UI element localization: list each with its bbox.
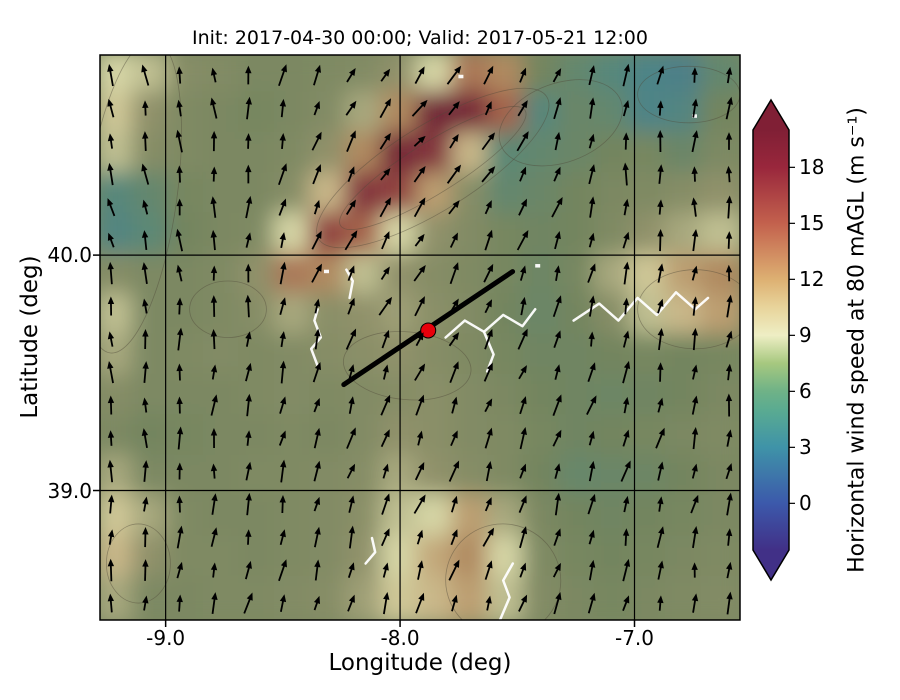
colorbar-extend-max bbox=[753, 100, 789, 130]
colorbar-tick-label: 12 bbox=[799, 267, 825, 292]
x-tick-label: -9.0 bbox=[146, 626, 186, 650]
plot-title: Init: 2017-04-30 00:00; Valid: 2017-05-2… bbox=[192, 27, 648, 49]
wind-arrows bbox=[107, 63, 733, 615]
y-tick-label: 40.0 bbox=[47, 243, 92, 268]
colorbar-tick-label: 0 bbox=[799, 491, 812, 516]
y-axis-label: Latitude (deg) bbox=[17, 255, 43, 419]
rivers bbox=[309, 74, 710, 620]
plot-frame bbox=[99, 54, 741, 621]
axis-ticks bbox=[93, 254, 636, 627]
colorbar-tick-label: 3 bbox=[799, 435, 812, 460]
colorbar-tick-label: 15 bbox=[799, 211, 825, 236]
x-tick-label: -8.0 bbox=[380, 626, 420, 650]
colorbar bbox=[752, 98, 795, 582]
site-marker bbox=[420, 322, 437, 339]
x-tick-label: -7.0 bbox=[614, 626, 655, 650]
x-axis-label: Longitude (deg) bbox=[328, 650, 512, 676]
colorbar-label: Horizontal wind speed at 80 mAGL (m s⁻¹) bbox=[844, 107, 870, 573]
colorbar-tick-label: 18 bbox=[799, 155, 825, 180]
graticule bbox=[100, 55, 740, 620]
colorbar-tick-label: 9 bbox=[799, 323, 812, 348]
colorbar-extend-min bbox=[753, 550, 789, 580]
y-tick-label: 39.0 bbox=[47, 478, 92, 503]
colorbar-tick-label: 6 bbox=[799, 379, 812, 404]
